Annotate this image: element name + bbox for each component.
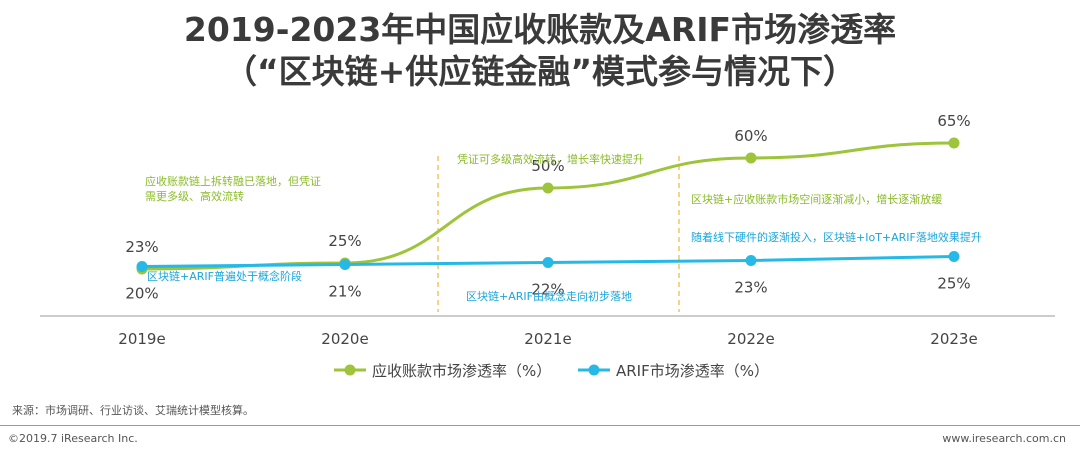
chart-title-line2: （“区块链+供应链金融”模式参与情况下） — [223, 52, 857, 91]
x-tick-label: 2019e — [118, 330, 165, 348]
receivables-data-label: 60% — [734, 127, 767, 145]
legend-marker-arif — [588, 364, 600, 376]
legend-marker-receivables — [344, 364, 356, 376]
footer-divider — [0, 425, 1080, 426]
receivables-data-label: 25% — [328, 232, 361, 250]
x-tick-label: 2023e — [930, 330, 977, 348]
x-tick-label: 2021e — [524, 330, 571, 348]
legend-label-receivables: 应收账款市场渗透率（%） — [372, 362, 551, 380]
green-annotation: 凭证可多级高效流转，增长率快速提升 — [457, 152, 644, 166]
arif-point — [948, 251, 960, 262]
blue-annotation: 区块链+ARIF普遍处于概念阶段 — [147, 269, 302, 283]
receivables-data-label: 23% — [125, 238, 158, 256]
source-note: 来源：市场调研、行业访谈、艾瑞统计模型核算。 — [12, 404, 254, 417]
legend-label-arif: ARIF市场渗透率（%） — [616, 362, 769, 380]
blue-annotation: 区块链+ARIF由概念走向初步落地 — [466, 289, 632, 303]
arif-point — [542, 257, 554, 268]
arif-data-label: 20% — [125, 285, 158, 303]
arif-point — [136, 261, 148, 272]
green-annotation: 需更多级、高效流转 — [145, 189, 244, 203]
chart-title-line1: 2019-2023年中国应收账款及ARIF市场渗透率 — [183, 10, 897, 49]
arif-data-label: 22% — [531, 281, 564, 299]
receivables-data-label: 65% — [937, 112, 970, 130]
website-link[interactable]: www.iresearch.com.cn — [942, 432, 1066, 445]
arif-data-label: 23% — [734, 279, 767, 297]
receivables-point — [745, 152, 757, 164]
line-chart: 2019e 2020e 2021e 2022e 2023e 23% 25% 50% 60% 65%… — [40, 112, 1055, 380]
receivables-point — [948, 137, 960, 149]
blue-annotation: 随着线下硬件的逐渐投入，区块链+IoT+ARIF落地效果提升 — [691, 230, 982, 244]
arif-point — [745, 255, 757, 266]
copyright: ©2019.7 iResearch Inc. — [8, 432, 138, 445]
x-tick-label: 2020e — [321, 330, 368, 348]
x-tick-label: 2022e — [727, 330, 774, 348]
receivables-point — [542, 182, 554, 194]
green-annotation: 应收账款链上拆转融已落地，但凭证 — [145, 174, 321, 188]
arif-point — [339, 259, 351, 270]
arif-data-label: 25% — [937, 275, 970, 293]
green-annotation: 区块链+应收账款市场空间逐渐减小，增长逐渐放缓 — [691, 192, 942, 206]
arif-data-label: 21% — [328, 283, 361, 301]
receivables-data-label: 50% — [531, 157, 564, 175]
